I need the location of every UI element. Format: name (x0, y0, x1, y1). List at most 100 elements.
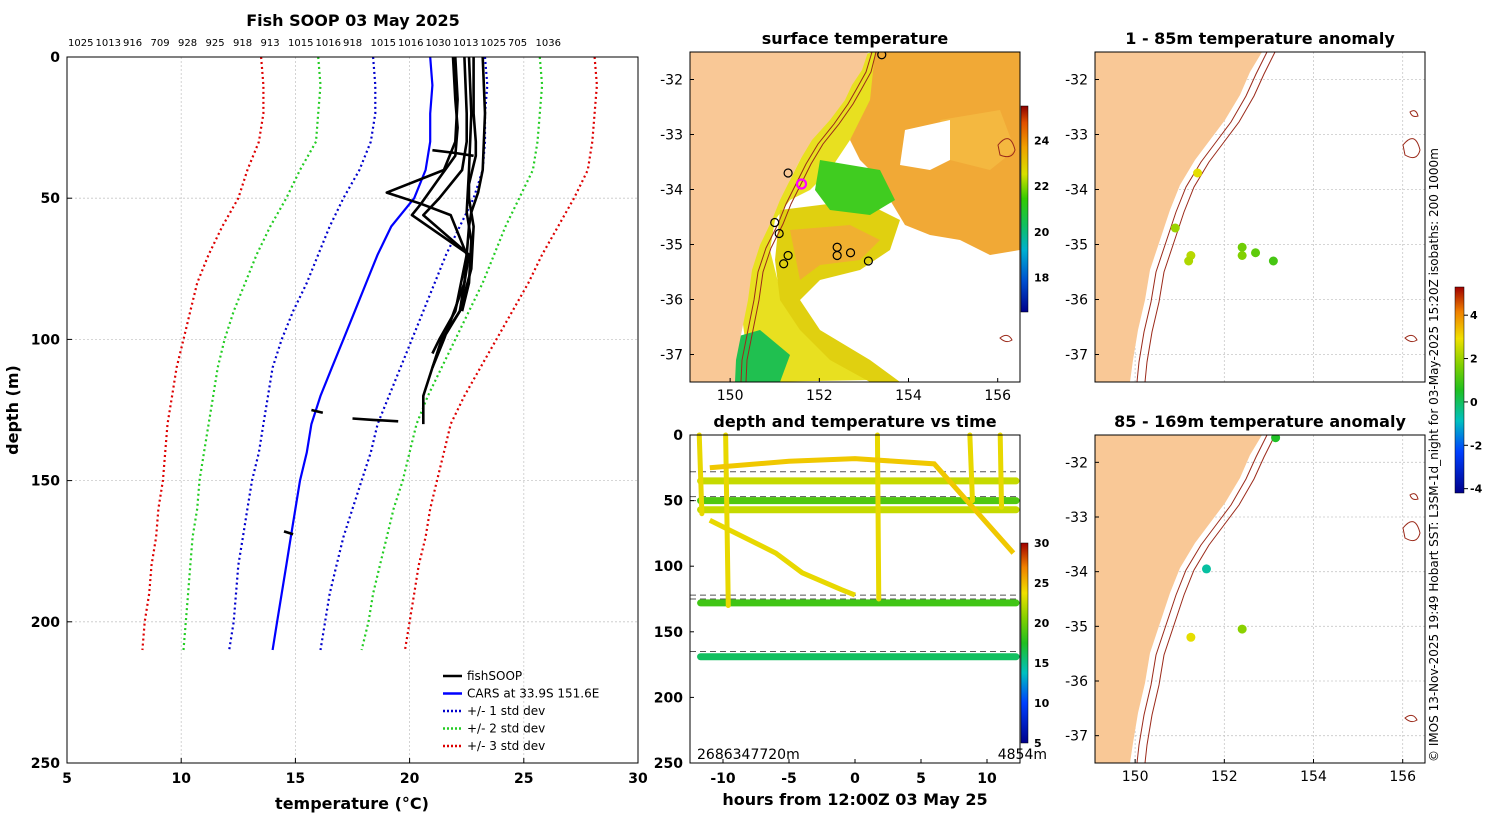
profile-legend: fishSOOP CARS at 33.9S 151.6E +/- 1 std de… (443, 669, 599, 753)
time-x-tick-label: -10 (710, 771, 736, 787)
profile-top-label: 925 (206, 38, 225, 49)
anomaly-map-deep: 85 - 169m temperature anomaly 150 152 154 1… (1065, 412, 1426, 785)
profile-x-tick-label: 20 (400, 771, 420, 787)
sst-x-tick-label: 150 (717, 388, 744, 404)
profile-top-label: 1015 (288, 38, 313, 49)
sst-station-marker (863, 256, 873, 266)
anomaly-colorbar-label: 4 (1470, 309, 1478, 322)
time-x-tick-label: 0 (850, 771, 860, 787)
sst-colorbar-label: 20 (1034, 226, 1050, 239)
fishsoop-profile (432, 148, 474, 158)
anomaly-deep-y-tick-label: -36 (1065, 674, 1088, 690)
sst-colorbar-ticks: 18 20 22 24 (1034, 134, 1050, 284)
time-tracks (696, 432, 1020, 661)
profile-top-label: 1030 (426, 38, 451, 49)
time-y-tick-label: 250 (654, 756, 683, 772)
profile-y-tick-label: 50 (41, 191, 61, 207)
profile-frame (66, 56, 639, 764)
anomaly-colorbar-ticks: -4 -2 0 2 4 (1464, 309, 1483, 496)
legend-label: +/- 1 std dev (467, 704, 545, 718)
time-colorbar-ticks: 5 10 15 20 25 30 (1034, 537, 1050, 750)
sst-green-patch (815, 160, 895, 215)
sst-x-tick-label: 154 (895, 388, 922, 404)
credit-text: © IMOS 13-Nov-2025 19:49 Hobart SST: L3S… (1427, 148, 1441, 762)
profile-top-label: 913 (261, 38, 280, 49)
anomaly-deep-seamount-south (1404, 714, 1418, 723)
profile-y-tick-label: 150 (31, 474, 60, 490)
sst-y-tick-label: -34 (660, 183, 683, 199)
time-y-tick-label: 200 (654, 690, 683, 706)
profile-x-ticks: 5 10 15 20 25 30 (62, 758, 648, 787)
sst-station-marker (770, 217, 780, 228)
profile-y-tick-label: 100 (31, 332, 60, 348)
anomaly-shallow-seamount-south (1404, 334, 1418, 343)
anomaly-shallow-y-tick-label: -36 (1065, 293, 1088, 309)
time-x-ticks: -10 -5 0 5 10 (710, 759, 997, 787)
anomaly-shallow-points (1170, 168, 1278, 266)
time-cast (723, 432, 731, 609)
sst-y-tick-label: -32 (660, 73, 683, 89)
time-annotation-right: 4854m (998, 747, 1047, 763)
anomaly-shallow-y-tick-label: -37 (1065, 348, 1088, 364)
time-cast (696, 432, 705, 517)
time-x-label: hours from 12:00Z 03 May 25 (722, 790, 987, 809)
time-y-tick-label: 100 (654, 559, 683, 575)
anomaly-deep-x-ticks: 150 152 154 156 (1122, 759, 1416, 785)
profile-top-label: 928 (178, 38, 197, 49)
anomaly-shallow-title: 1 - 85m temperature anomaly (1125, 29, 1395, 48)
time-cast (997, 432, 1005, 510)
anomaly-shallow-isobath-200 (1136, 52, 1268, 382)
legend-label: CARS at 33.9S 151.6E (467, 687, 599, 701)
sst-warm-patch (940, 110, 1015, 170)
time-upper-track (709, 456, 1016, 555)
sst-colorbar (1020, 105, 1029, 313)
time-y-tick-label: 0 (673, 428, 683, 444)
sst-cloud-gap-south (905, 255, 1020, 382)
anomaly-deep-x-tick-label: 154 (1300, 769, 1327, 785)
sst-y-tick-label: -37 (660, 348, 683, 364)
anomaly-shallow-point (1184, 256, 1194, 266)
profile-x-tick-label: 5 (62, 771, 72, 787)
profile-top-label: 1013 (96, 38, 121, 49)
fishsoop-profile (410, 57, 470, 256)
anomaly-shallow-seamount-north (1409, 110, 1419, 117)
profile-x-tick-label: 15 (286, 771, 305, 787)
profile-y-tick-label: 200 (31, 615, 60, 631)
profile-top-label: 916 (123, 38, 142, 49)
profile-x-tick-label: 30 (628, 771, 648, 787)
profile-top-label: 1016 (316, 38, 341, 49)
anomaly-deep-land (1095, 435, 1262, 763)
anomaly-colorbar-label: -4 (1470, 483, 1483, 496)
time-colorbar-label: 5 (1034, 737, 1042, 750)
anomaly-shallow-point (1251, 248, 1261, 258)
sst-station-marker (877, 52, 887, 60)
time-x-tick-label: 5 (916, 771, 926, 787)
fishsoop-profile (283, 530, 294, 536)
anomaly-shallow-point (1268, 256, 1278, 266)
profile-x-label: temperature (°C) (275, 794, 429, 813)
sst-isobath-1000 (745, 52, 877, 382)
sst-land (690, 52, 868, 382)
time-annotation-left: 2686347720m (697, 747, 800, 763)
profile-y-ticks: 0 50 100 150 200 250 (31, 50, 72, 772)
time-colorbar-label: 30 (1034, 537, 1050, 550)
profile-lines (141, 57, 599, 651)
sst-station-marker (783, 250, 793, 261)
profile-top-label: 1025 (481, 38, 506, 49)
anomaly-deep-y-tick-label: -35 (1065, 619, 1088, 635)
sst-x-tick-label: 152 (806, 388, 833, 404)
sst-x-tick-label: 156 (984, 388, 1011, 404)
profile-x-tick-label: 25 (514, 771, 533, 787)
profile-top-label: 1025 (68, 38, 93, 49)
anomaly-deep-x-tick-label: 152 (1211, 769, 1238, 785)
sst-colorbar-label: 22 (1034, 180, 1049, 193)
anomaly-shallow-y-tick-label: -32 (1065, 73, 1088, 89)
anomaly-deep-title: 85 - 169m temperature anomaly (1114, 412, 1406, 431)
anomaly-deep-seamount-north (1409, 493, 1419, 500)
profile-series--2-std (182, 57, 322, 651)
profile-y-label: depth (m) (3, 365, 22, 455)
legend-label: fishSOOP (467, 669, 522, 683)
anomaly-deep-x-tick-label: 156 (1389, 769, 1416, 785)
profile-series-cars (271, 57, 434, 651)
